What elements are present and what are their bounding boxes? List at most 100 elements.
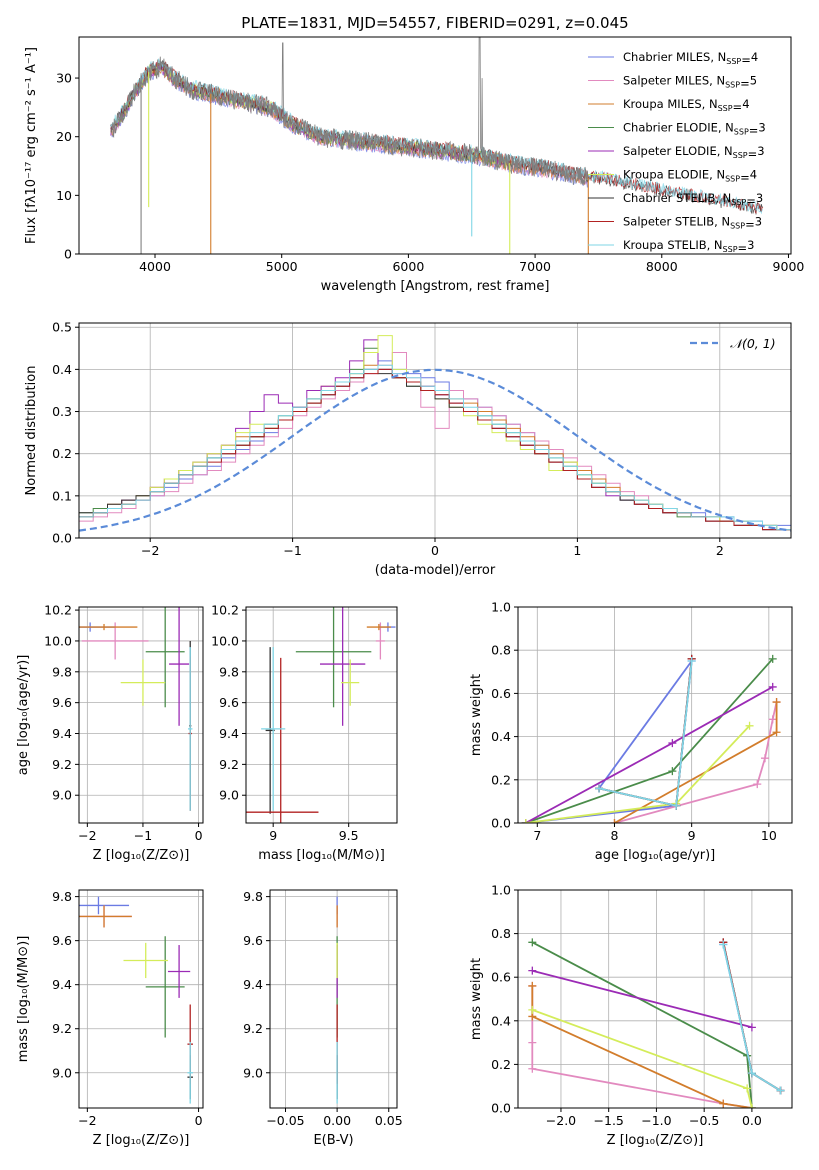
x-tick-label: −2 bbox=[78, 1113, 96, 1128]
legend-series-name: Chabrier STELIB bbox=[623, 191, 715, 205]
y-axis-label: Flux [fλ10⁻¹⁷ erg cm⁻² s⁻¹ A⁻¹] bbox=[24, 47, 39, 244]
legend-nssp-sub: SSP bbox=[731, 198, 746, 207]
x-axis-label: Z [log₁₀(Z/Z⊙)] bbox=[93, 848, 190, 863]
y-tick-label: 9.8 bbox=[52, 889, 72, 904]
weight-marker bbox=[768, 682, 777, 691]
data-point bbox=[319, 607, 366, 726]
data-point bbox=[81, 622, 149, 660]
legend-nssp-eq: = bbox=[733, 100, 743, 114]
x-axis-label: wavelength [Angstrom, rest frame] bbox=[321, 279, 550, 294]
data-point bbox=[79, 905, 132, 928]
weight-marker bbox=[528, 938, 537, 947]
y-tick-label: 1.0 bbox=[491, 883, 511, 898]
legend-series-name: Kroupa ELODIE bbox=[623, 168, 709, 182]
y-axis-label: Normed distribution bbox=[24, 366, 39, 496]
weight-marker bbox=[528, 1005, 537, 1014]
weight-marker bbox=[610, 819, 619, 823]
weight-marker bbox=[687, 657, 696, 665]
y-tick-label: 9.6 bbox=[219, 695, 239, 710]
legend-nssp-prefix: , N bbox=[717, 144, 733, 158]
legend-nssp-sub: SSP bbox=[730, 222, 745, 231]
legend-label: Chabrier MILES, NSSP=4 bbox=[623, 50, 758, 67]
data-point bbox=[295, 607, 372, 708]
legend-nssp-prefix: , N bbox=[702, 97, 718, 111]
weight-marker bbox=[528, 981, 537, 990]
legend-label: Salpeter ELODIE, NSSP=3 bbox=[623, 144, 765, 161]
weight-marker bbox=[668, 767, 677, 776]
legend-label: Salpeter STELIB, NSSP=3 bbox=[623, 215, 762, 232]
weight-marker bbox=[776, 1086, 785, 1095]
y-tick-label: 10.2 bbox=[44, 603, 72, 618]
weight-marker bbox=[760, 754, 769, 763]
y-tick-label: 10.0 bbox=[44, 633, 72, 648]
y-tick-label: 0.2 bbox=[491, 1057, 511, 1072]
y-tick-label: 0.4 bbox=[491, 1013, 511, 1028]
legend-nssp-eq: = bbox=[749, 124, 759, 138]
x-tick-label: 0 bbox=[195, 1113, 203, 1128]
data-point bbox=[123, 942, 168, 979]
weight-marker bbox=[753, 780, 762, 789]
histogram-line bbox=[79, 364, 791, 538]
axes-frame bbox=[78, 606, 204, 824]
y-tick-label: 0.5 bbox=[52, 320, 72, 335]
axes-frame bbox=[517, 889, 793, 1109]
weight-marker bbox=[747, 1069, 756, 1078]
axes-frame bbox=[269, 889, 398, 1109]
axes-frame bbox=[245, 606, 398, 824]
weight-marker bbox=[747, 1023, 756, 1032]
legend-nssp-prefix: , N bbox=[707, 238, 723, 252]
y-tick-label: 0.8 bbox=[491, 926, 511, 941]
y-tick-label: 9.2 bbox=[243, 1021, 263, 1036]
legend-nssp-eq: = bbox=[745, 218, 755, 232]
y-tick-label: 9.4 bbox=[52, 977, 72, 992]
x-tick-label: −1.0 bbox=[641, 1113, 671, 1128]
x-tick-label: −1.5 bbox=[594, 1113, 624, 1128]
data-point bbox=[187, 647, 193, 811]
legend-nssp-value: 4 bbox=[742, 97, 749, 111]
weight-marker bbox=[528, 1038, 537, 1047]
x-tick-label: 9 bbox=[269, 828, 277, 843]
observed-spectrum-line bbox=[110, 37, 589, 186]
legend-nssp-value: 3 bbox=[756, 191, 763, 205]
x-axis-label: (data-model)/error bbox=[375, 563, 496, 578]
data-point bbox=[366, 623, 391, 631]
data-point bbox=[145, 607, 185, 708]
y-tick-label: 9.6 bbox=[52, 933, 72, 948]
legend-nssp-prefix: , N bbox=[710, 50, 726, 64]
legend-nssp-eq: = bbox=[740, 171, 750, 185]
axes-frame bbox=[517, 606, 793, 824]
y-tick-label: 9.8 bbox=[243, 889, 263, 904]
y-tick-label: 0.0 bbox=[52, 531, 72, 546]
legend-nssp-sub: SSP bbox=[726, 57, 741, 66]
weight-line bbox=[531, 941, 753, 1108]
x-tick-label: 0.0 bbox=[742, 1113, 762, 1128]
y-tick-label: 0.8 bbox=[491, 643, 511, 658]
y-tick-label: 9.6 bbox=[243, 933, 263, 948]
panel-age-vs-weight: 7 8 9 10 0.0 0.2 0.4 0.6 0.8 1.0 age [log₁₀(age/yr… bbox=[469, 600, 793, 863]
y-tick-label: 0.1 bbox=[52, 488, 72, 503]
y-axis-label: mass weight bbox=[469, 674, 484, 756]
x-axis-label: E(B-V) bbox=[313, 1133, 353, 1148]
y-tick-label: 9.8 bbox=[219, 664, 239, 679]
data-point bbox=[169, 607, 190, 726]
legend-nssp-value: 4 bbox=[750, 168, 757, 182]
data-point bbox=[145, 936, 185, 1038]
legend-nssp-prefix: , N bbox=[718, 121, 734, 135]
y-tick-label: 0.2 bbox=[491, 772, 511, 787]
weight-line bbox=[525, 657, 693, 823]
y-tick-label: 0.6 bbox=[491, 686, 511, 701]
weight-marker bbox=[528, 1064, 537, 1073]
plot-area bbox=[528, 938, 785, 1108]
legend-nssp-value: 3 bbox=[758, 121, 765, 135]
legend-nssp-value: 3 bbox=[757, 144, 764, 158]
x-tick-label: −0.5 bbox=[689, 1113, 719, 1128]
data-point bbox=[167, 945, 191, 998]
weight-marker bbox=[719, 940, 728, 949]
weight-marker bbox=[668, 739, 677, 748]
y-tick-label: 9.2 bbox=[52, 1021, 72, 1036]
x-axis-label: Z [log₁₀(Z/Z⊙)] bbox=[93, 1133, 190, 1148]
legend-nssp-value: 4 bbox=[751, 50, 758, 64]
weight-marker bbox=[772, 728, 781, 737]
x-tick-label: 0 bbox=[431, 543, 439, 558]
